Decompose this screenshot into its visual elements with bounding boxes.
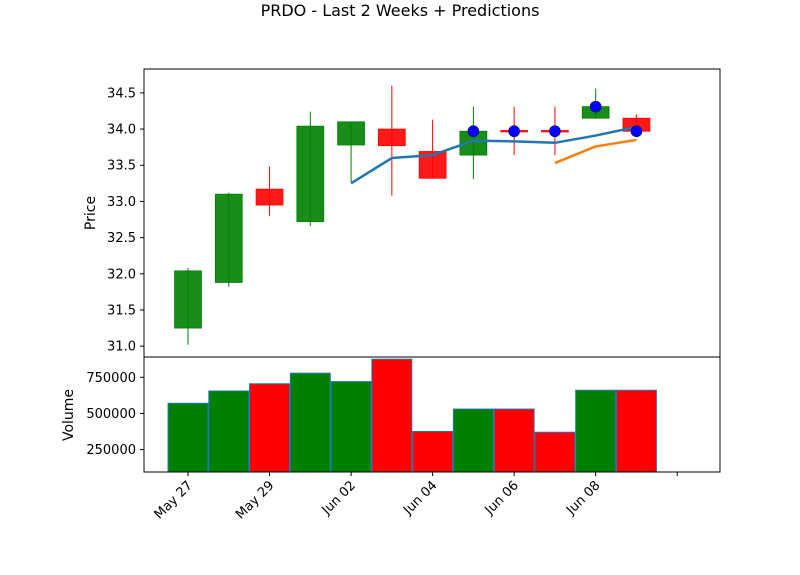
prediction-marker [589,100,602,113]
date-x-axis: May 27 May 29 Jun 02 Jun 04 Jun 06 Jun 08 [152,472,678,522]
price-y-tick-label: 34.0 [107,123,136,138]
chart-title: PRDO - Last 2 Weeks + Predictions [261,1,540,20]
prediction-marker [630,125,643,138]
volume-bar [167,402,209,473]
prediction-marker [508,125,520,138]
prediction-line-1 [350,125,637,185]
volume-bar [289,372,331,473]
candle-body [296,125,325,223]
date-x-tick-label: Jun 04 [400,478,440,518]
volume-bar [371,358,413,473]
price-y-tick-label: 31.5 [107,303,136,318]
price-y-axis: 31.0 31.5 32.0 32.5 33.0 33.5 34.0 34.5 [107,86,144,355]
date-x-tick-label: May 27 [152,478,196,522]
prediction-markers [467,100,643,138]
volume-panel: 250000 500000 750000 May 27 May 29 Jun 02 Jun… [61,356,721,522]
volume-bars [167,358,657,473]
volume-y-tick-label: 750000 [86,371,136,386]
candle-body [337,121,365,146]
price-y-axis-label: Price [83,196,99,230]
volume-bar [615,389,657,473]
date-x-tick-label: May 29 [233,478,277,522]
volume-bar [534,431,576,473]
volume-y-axis-label: Volume [61,389,77,441]
price-y-tick-label: 31.0 [107,340,136,355]
volume-y-tick-label: 250000 [86,443,136,458]
volume-bar [208,390,250,473]
volume-y-axis: 250000 500000 750000 [86,371,144,458]
date-x-tick-label: Jun 06 [482,478,522,518]
volume-bar [249,383,291,473]
price-y-tick-label: 33.5 [107,159,136,174]
volume-plot-frame [143,356,721,473]
prediction-marker [549,125,561,138]
volume-y-tick-label: 500000 [86,407,136,422]
volume-bar [493,408,535,473]
candle-body [377,128,406,147]
price-y-tick-label: 33.0 [107,195,136,210]
price-y-tick-label: 32.5 [107,231,136,246]
date-x-tick-label: Jun 08 [563,478,603,518]
volume-bar [412,430,454,473]
prediction-marker [467,125,480,138]
candle-body [255,188,284,206]
volume-bar [330,381,372,473]
prediction-line-2 [554,138,637,165]
candle-body [174,270,202,329]
volume-bar [452,408,494,473]
candle-body [214,193,243,283]
price-panel: 31.0 31.5 32.0 32.5 33.0 33.5 34.0 34.5 Price [83,68,721,358]
date-x-tick-label: Jun 02 [319,478,359,518]
prediction-lines [350,125,637,185]
price-y-tick-label: 34.5 [107,86,136,101]
volume-bar [575,389,617,473]
price-y-tick-label: 32.0 [107,267,136,282]
